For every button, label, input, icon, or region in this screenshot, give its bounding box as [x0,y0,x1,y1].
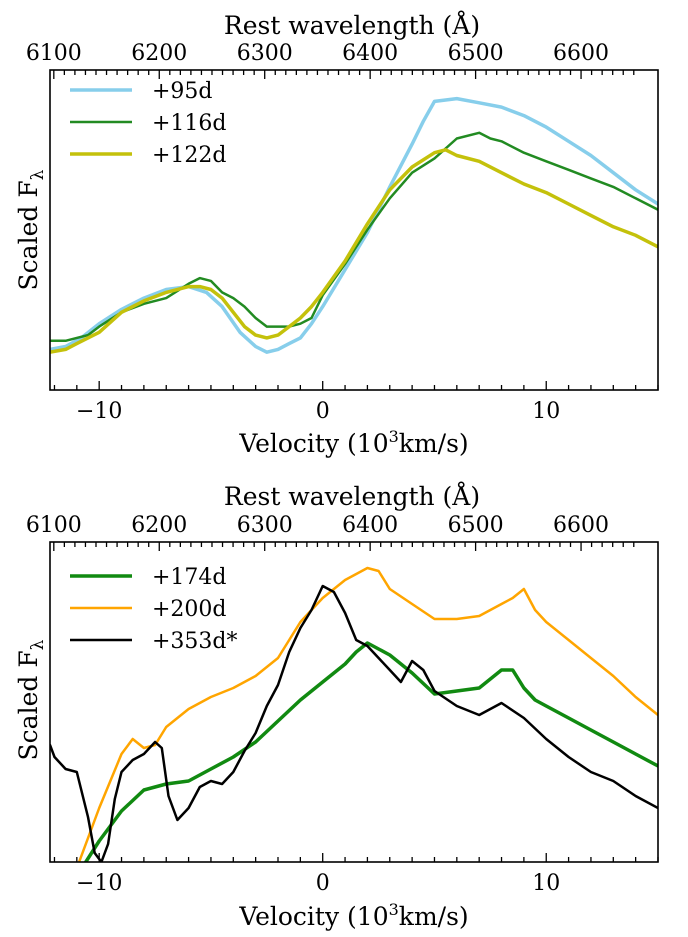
plot-area-top [49,69,659,391]
top-tick-label: 6300 [237,41,293,66]
x-tick-label: 0 [316,871,330,896]
legend-bottom: +174d +200d +353d* [70,565,238,654]
top-tick-label: 6300 [237,513,293,538]
top-tick-label: 6200 [131,513,187,538]
x-axis-label: Velocity (103km/s) [238,427,468,458]
legend-item: +200d [70,597,227,622]
series-line-353d [50,584,658,862]
x-axis-label: Velocity (103km/s) [238,900,468,931]
legend-item: +116d [70,111,227,136]
top-tick-labels: 6100 6200 6300 6400 6500 6600 [26,41,609,66]
top-axis-label: Rest wavelength (Å) [224,481,480,511]
top-tick-label: 6600 [553,513,609,538]
legend-top: +95d +116d +122d [70,79,227,168]
x-tick-label: 0 [316,399,330,424]
legend-label: +95d [152,79,213,104]
top-tick-label: 6500 [448,41,504,66]
legend-label: +174d [152,565,227,590]
tick-marks-top [53,70,659,390]
series-layer-top [50,96,658,354]
panel-bottom: Rest wavelength (Å) 6100 6200 6300 6400 6500… [14,481,659,931]
top-tick-label: 6500 [448,513,504,538]
bottom-tick-labels: −10 0 10 [76,871,560,896]
legend-item: +122d [70,143,227,168]
top-tick-label: 6400 [342,41,398,66]
series-line-174d [84,641,658,862]
legend-label: +122d [152,143,227,168]
plot-area-bottom [49,541,659,863]
legend-label: +200d [152,597,227,622]
x-tick-label: −10 [76,871,122,896]
legend-item: +174d [70,565,227,590]
y-axis-label: Scaled Fλ [14,639,48,760]
legend-item: +95d [70,79,213,104]
top-axis-label: Rest wavelength (Å) [224,10,480,40]
series-line-95d [50,96,658,354]
plot-frame [49,541,659,863]
y-axis-label: Scaled Fλ [14,169,48,290]
legend-label: +353d* [152,629,238,654]
panel-top: Rest wavelength (Å) 6100 6200 6300 6400 6500… [14,10,659,458]
plot-frame [49,69,659,391]
top-tick-label: 6400 [342,513,398,538]
x-tick-label: −10 [76,399,122,424]
x-tick-label: 10 [532,871,560,896]
tick-marks-bottom [53,542,659,862]
top-tick-label: 6100 [26,41,82,66]
series-line-122d [50,148,658,354]
top-tick-label: 6100 [26,513,82,538]
series-line-116d [50,131,658,343]
top-tick-label: 6600 [553,41,609,66]
top-tick-label: 6200 [131,41,187,66]
legend-label: +116d [152,111,227,136]
top-tick-labels: 6100 6200 6300 6400 6500 6600 [26,513,609,538]
x-tick-label: 10 [532,399,560,424]
legend-item: +353d* [70,629,238,654]
series-layer-bottom [50,566,658,862]
bottom-tick-labels: −10 0 10 [76,399,560,424]
series-line-200d [77,566,658,862]
